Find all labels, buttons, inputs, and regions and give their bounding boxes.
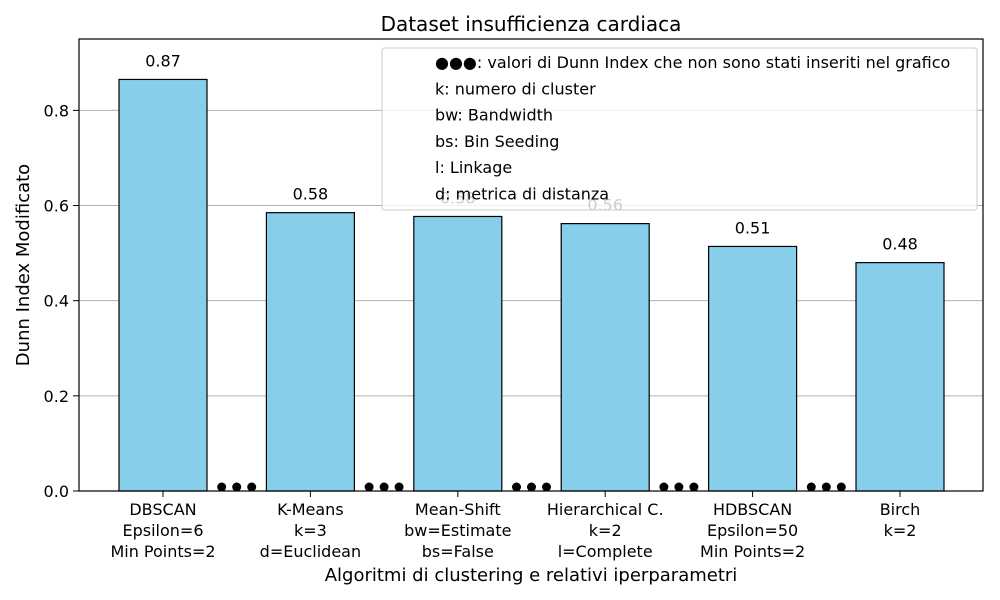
- x-tick-label: bs=False: [422, 542, 494, 561]
- legend-entries: ●●●: valori di Dunn Index che non sono s…: [435, 53, 950, 204]
- x-tick-label: Hierarchical C.: [547, 500, 664, 519]
- y-tick-label: 0.2: [44, 387, 69, 406]
- x-tick-label: Min Points=2: [700, 542, 805, 561]
- legend-entry: bs: Bin Seeding: [435, 132, 559, 151]
- gap-dot: [674, 482, 684, 492]
- y-tick-label: 0.4: [44, 292, 69, 311]
- x-tick-label: k=2: [589, 521, 622, 540]
- x-tick-label: d=Euclidean: [260, 542, 361, 561]
- gap-dot: [379, 482, 389, 492]
- y-axis-ticks: 0.0 0.2 0.4 0.6 0.8: [44, 101, 79, 501]
- x-tick-label: Mean-Shift: [415, 500, 501, 519]
- gap-dot: [836, 482, 846, 492]
- gap-dot: [527, 482, 536, 492]
- legend-entry: l: Linkage: [435, 158, 512, 177]
- gap-dot: [806, 482, 816, 492]
- bar: [855, 262, 945, 492]
- gap-dot: [542, 482, 551, 492]
- y-axis-label: Dunn Index Modificato: [13, 164, 34, 366]
- bars: [118, 78, 945, 492]
- legend-box: [381, 47, 978, 211]
- gap-dot: [247, 482, 257, 492]
- gap-dot: [394, 482, 404, 492]
- x-tick-label: DBSCAN: [129, 500, 196, 519]
- gap-dot: [689, 482, 699, 492]
- y-tick-label: 0.6: [44, 197, 69, 216]
- data-label: 0.58: [293, 185, 329, 204]
- y-tick-label: 0.8: [44, 101, 69, 120]
- data-label: 0.87: [145, 51, 181, 70]
- gap-dot: [217, 482, 227, 492]
- x-tick-label: k=3: [294, 521, 327, 540]
- x-axis-label: Algoritmi di clustering e relativi iperp…: [325, 565, 738, 586]
- y-tick-label: 0.0: [44, 482, 69, 501]
- x-tick-label: Birch: [880, 500, 921, 519]
- legend-entry: k: numero di cluster: [435, 79, 596, 98]
- data-label: 0.48: [882, 235, 918, 254]
- bar: [413, 215, 503, 492]
- x-tick-label: l=Complete: [558, 542, 653, 561]
- gap-markers: [217, 482, 846, 492]
- gap-dot: [232, 482, 242, 492]
- x-axis-ticks: DBSCAN Epsilon=6 Min Points=2 K-Means k=3 d=E…: [110, 491, 920, 561]
- legend: ●●●: valori di Dunn Index che non sono s…: [381, 47, 978, 211]
- x-tick-label: HDBSCAN: [713, 500, 792, 519]
- chart-title: Dataset insufficienza cardiaca: [381, 12, 682, 36]
- plot-frame: [78, 38, 984, 492]
- x-tick-label: Min Points=2: [110, 542, 215, 561]
- gap-dot: [364, 482, 374, 492]
- data-label: 0.51: [735, 218, 771, 237]
- legend-entry: ●●●: valori di Dunn Index che non sono s…: [435, 53, 950, 72]
- bar: [560, 223, 650, 492]
- gap-dot: [512, 482, 521, 492]
- bar: [118, 78, 208, 492]
- legend-entry: d: metrica di distanza: [435, 185, 609, 204]
- x-tick-label: bw=Estimate: [404, 521, 511, 540]
- bar: [707, 245, 798, 492]
- bar: [265, 212, 355, 492]
- legend-entry: bw: Bandwidth: [435, 106, 553, 125]
- x-tick-label: Epsilon=50: [707, 521, 798, 540]
- gap-dot: [821, 482, 831, 492]
- gap-dot: [659, 482, 669, 492]
- x-tick-label: K-Means: [277, 500, 344, 519]
- x-tick-label: Epsilon=6: [122, 521, 203, 540]
- x-tick-label: k=2: [884, 521, 917, 540]
